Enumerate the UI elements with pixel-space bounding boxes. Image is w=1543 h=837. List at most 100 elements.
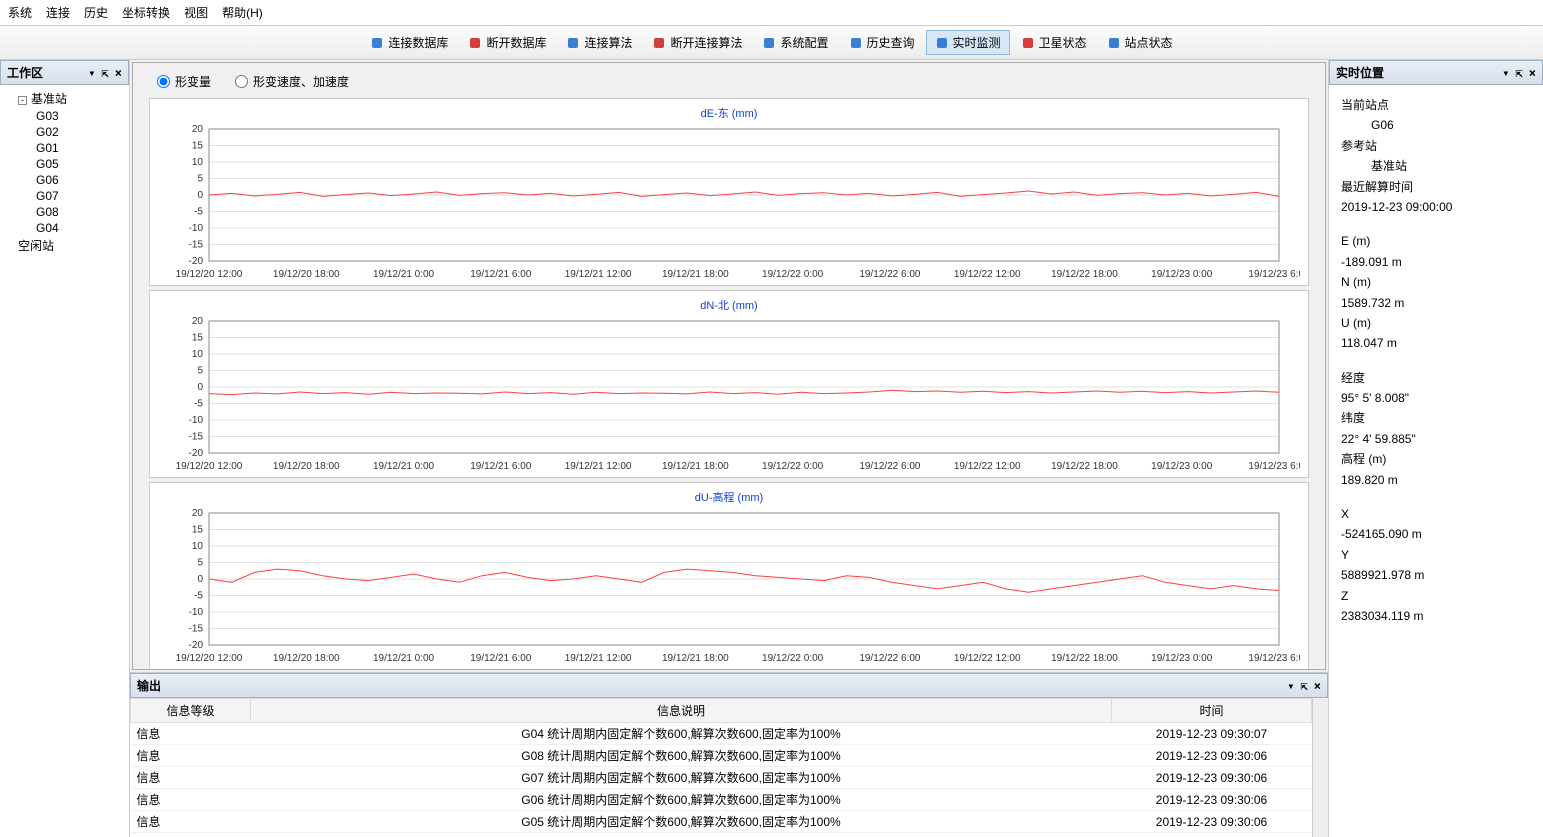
svg-text:-10: -10 xyxy=(189,607,204,618)
tree-station[interactable]: G03 xyxy=(4,108,125,124)
field-value: G06 xyxy=(1341,115,1531,135)
chart-svg: 20151050-5-10-15-2019/12/20 12:0019/12/2… xyxy=(158,315,1300,475)
center-panel: 形变量 形变速度、加速度 dE-东 (mm)20151050-5-10-15-2… xyxy=(130,60,1328,837)
svg-text:10: 10 xyxy=(192,157,204,168)
close-icon[interactable]: × xyxy=(1314,679,1321,693)
panel-controls: ▾ ⇱ × xyxy=(1287,679,1321,693)
svg-text:19/12/23 6:00: 19/12/23 6:00 xyxy=(1248,461,1300,472)
close-icon[interactable]: × xyxy=(1529,66,1536,80)
toolbar-label: 实时监测 xyxy=(953,34,1001,51)
tree-station[interactable]: G02 xyxy=(4,124,125,140)
toolbar-button-alg-connect[interactable]: 连接算法 xyxy=(557,30,641,55)
toolbar-button-gear[interactable]: 系统配置 xyxy=(753,30,837,55)
field-value: 基准站 xyxy=(1341,156,1531,176)
svg-text:19/12/22 0:00: 19/12/22 0:00 xyxy=(762,269,824,280)
table-row[interactable]: 信息G07 统计周期内固定解个数600,解算次数600,固定率为100%2019… xyxy=(131,767,1312,789)
radio-deformation-input[interactable] xyxy=(157,75,170,88)
toolbar-button-db-disconnect[interactable]: 断开数据库 xyxy=(459,30,555,55)
menu-item[interactable]: 历史 xyxy=(84,4,108,21)
table-row[interactable]: 信息G05 统计周期内固定解个数600,解算次数600,固定率为100%2019… xyxy=(131,811,1312,833)
table-row[interactable]: 信息G06 统计周期内固定解个数600,解算次数600,固定率为100%2019… xyxy=(131,789,1312,811)
svg-text:19/12/22 6:00: 19/12/22 6:00 xyxy=(859,461,921,472)
field-value: 5889921.978 m xyxy=(1341,565,1531,585)
pin-icon[interactable]: ⇱ xyxy=(1516,66,1523,80)
menu-item[interactable]: 系统 xyxy=(8,4,32,21)
pin-icon[interactable]: ⇱ xyxy=(102,66,109,80)
svg-text:19/12/21 12:00: 19/12/21 12:00 xyxy=(565,269,632,280)
station-icon xyxy=(1107,36,1121,50)
pin-icon[interactable]: ▾ xyxy=(88,66,95,80)
table-row[interactable]: 信息G08 统计周期内固定解个数600,解算次数600,固定率为100%2019… xyxy=(131,745,1312,767)
svg-text:20: 20 xyxy=(192,508,204,519)
svg-text:19/12/23 6:00: 19/12/23 6:00 xyxy=(1248,269,1300,280)
table-row[interactable]: 信息G04 统计周期内固定解个数600,解算次数600,固定率为100%2019… xyxy=(131,723,1312,745)
toolbar-button-alg-disconnect[interactable]: 断开连接算法 xyxy=(643,30,751,55)
svg-text:-5: -5 xyxy=(194,207,203,218)
svg-text:20: 20 xyxy=(192,316,204,327)
radio-velocity[interactable]: 形变速度、加速度 xyxy=(235,73,349,90)
toolbar-label: 断开连接算法 xyxy=(670,34,742,51)
radio-velocity-input[interactable] xyxy=(235,75,248,88)
menu-item[interactable]: 视图 xyxy=(184,4,208,21)
table-cell: 信息 xyxy=(131,767,251,789)
svg-text:15: 15 xyxy=(192,141,204,152)
history-icon xyxy=(849,36,863,50)
chart-title: dU-高程 (mm) xyxy=(158,487,1300,507)
expander-icon[interactable]: - xyxy=(18,96,27,105)
svg-text:19/12/23 0:00: 19/12/23 0:00 xyxy=(1151,269,1213,280)
svg-text:19/12/22 6:00: 19/12/22 6:00 xyxy=(859,653,921,664)
svg-text:19/12/20 18:00: 19/12/20 18:00 xyxy=(273,461,340,472)
svg-text:-15: -15 xyxy=(189,624,204,635)
charts-container: 形变量 形变速度、加速度 dE-东 (mm)20151050-5-10-15-2… xyxy=(132,62,1326,670)
toolbar-button-history[interactable]: 历史查询 xyxy=(840,30,924,55)
alg-connect-icon xyxy=(566,36,580,50)
table-cell: 信息 xyxy=(131,811,251,833)
field-value: 22° 4' 59.885" xyxy=(1341,429,1531,449)
pin-icon[interactable]: ⇱ xyxy=(1301,679,1308,693)
svg-text:19/12/22 12:00: 19/12/22 12:00 xyxy=(954,653,1021,664)
tree-station[interactable]: G05 xyxy=(4,156,125,172)
toolbar-button-monitor[interactable]: 实时监测 xyxy=(926,30,1010,55)
field-label: 参考站 xyxy=(1341,136,1531,156)
output-table: 信息等级信息说明时间信息G04 统计周期内固定解个数600,解算次数600,固定… xyxy=(130,698,1312,837)
toolbar-button-station[interactable]: 站点状态 xyxy=(1098,30,1182,55)
menu-item[interactable]: 帮助(H) xyxy=(222,4,263,21)
svg-text:19/12/21 0:00: 19/12/21 0:00 xyxy=(373,653,435,664)
tree-station[interactable]: G04 xyxy=(4,220,125,236)
position-content: 当前站点G06参考站基准站最近解算时间2019-12-23 09:00:00E … xyxy=(1329,85,1543,837)
svg-text:-15: -15 xyxy=(189,240,204,251)
menu-item[interactable]: 连接 xyxy=(46,4,70,21)
field-label: U (m) xyxy=(1341,313,1531,333)
tree-station[interactable]: G01 xyxy=(4,140,125,156)
svg-text:-20: -20 xyxy=(189,448,204,459)
toolbar-button-satellite[interactable]: 卫星状态 xyxy=(1012,30,1096,55)
toolbar: 连接数据库断开数据库连接算法 断开连接算法系统配置历史查询 实时监测卫星状态站点状态 xyxy=(0,26,1543,60)
workspace-panel: 工作区 ▾ ⇱ × -基准站G03G02G01G05G06G07G08G04空闲… xyxy=(0,60,130,837)
pin-icon[interactable]: ▾ xyxy=(1287,679,1294,693)
field-label: 高程 (m) xyxy=(1341,449,1531,469)
pin-icon[interactable]: ▾ xyxy=(1502,66,1509,80)
svg-text:-5: -5 xyxy=(194,591,203,602)
toolbar-button-db-connect[interactable]: 连接数据库 xyxy=(361,30,457,55)
radio-deformation[interactable]: 形变量 xyxy=(157,73,211,90)
chart-panel: dE-东 (mm)20151050-5-10-15-2019/12/20 12:… xyxy=(149,98,1309,286)
menu-item[interactable]: 坐标转换 xyxy=(122,4,170,21)
table-cell: G01 统计周期内固定解个数600,解算次数600,固定率为100% xyxy=(251,833,1112,837)
field-label: E (m) xyxy=(1341,231,1531,251)
scrollbar[interactable] xyxy=(1312,698,1328,837)
svg-text:-10: -10 xyxy=(189,223,204,234)
svg-text:19/12/21 12:00: 19/12/21 12:00 xyxy=(565,461,632,472)
close-icon[interactable]: × xyxy=(115,66,122,80)
field-value: 95° 5' 8.008" xyxy=(1341,388,1531,408)
tree-station[interactable]: G06 xyxy=(4,172,125,188)
field-label: 最近解算时间 xyxy=(1341,177,1531,197)
panel-controls: ▾ ⇱ × xyxy=(1502,66,1536,80)
field-label: 当前站点 xyxy=(1341,95,1531,115)
tree-station[interactable]: G08 xyxy=(4,204,125,220)
tree-root[interactable]: -基准站 xyxy=(4,89,125,108)
gear-icon xyxy=(762,36,776,50)
table-row[interactable]: 信息G01 统计周期内固定解个数600,解算次数600,固定率为100%2019… xyxy=(131,833,1312,837)
tree-idle[interactable]: 空闲站 xyxy=(4,236,125,255)
tree-station[interactable]: G07 xyxy=(4,188,125,204)
svg-text:0: 0 xyxy=(197,574,203,585)
